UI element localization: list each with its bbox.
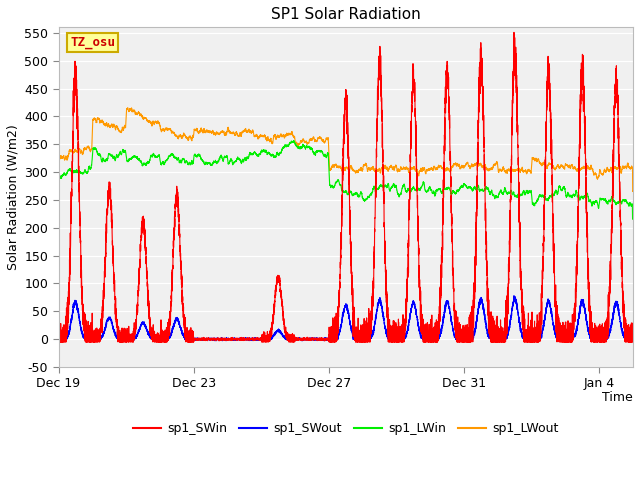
sp1_LWout xyxy=(407,165,415,171)
Text: Time: Time xyxy=(602,391,633,404)
sp1_SWin xyxy=(312,336,319,341)
sp1_LWin xyxy=(629,216,637,221)
sp1_LWin xyxy=(54,172,62,178)
Line: sp1_SWin: sp1_SWin xyxy=(58,32,633,342)
sp1_LWin xyxy=(181,159,189,165)
sp1_SWin xyxy=(629,336,637,341)
sp1_SWout xyxy=(182,338,189,344)
sp1_SWout xyxy=(510,293,518,299)
sp1_SWin xyxy=(54,332,62,338)
sp1_SWout xyxy=(54,336,62,341)
sp1_LWin xyxy=(312,152,319,158)
Line: sp1_LWout: sp1_LWout xyxy=(58,108,633,192)
sp1_LWout xyxy=(124,105,132,110)
sp1_SWin xyxy=(510,29,518,35)
sp1_LWout xyxy=(312,138,319,144)
sp1_LWin xyxy=(629,216,637,222)
sp1_SWin xyxy=(55,339,63,345)
sp1_LWout xyxy=(516,168,524,174)
sp1_SWin xyxy=(407,128,415,133)
sp1_LWout xyxy=(629,188,637,194)
sp1_SWout xyxy=(516,324,524,329)
Title: SP1 Solar Radiation: SP1 Solar Radiation xyxy=(271,7,420,22)
sp1_LWin xyxy=(290,138,298,144)
sp1_LWout xyxy=(629,188,637,194)
sp1_SWout xyxy=(62,336,70,341)
sp1_LWin xyxy=(62,172,70,178)
sp1_SWout xyxy=(407,307,415,313)
Text: TZ_osu: TZ_osu xyxy=(70,36,115,49)
sp1_SWout xyxy=(312,336,319,341)
sp1_SWin xyxy=(181,322,189,327)
sp1_LWout xyxy=(62,154,70,160)
Legend: sp1_SWin, sp1_SWout, sp1_LWin, sp1_LWout: sp1_SWin, sp1_SWout, sp1_LWin, sp1_LWout xyxy=(128,418,563,440)
sp1_SWin xyxy=(516,245,524,251)
sp1_LWin xyxy=(516,192,524,198)
sp1_LWout xyxy=(181,132,189,138)
sp1_LWout xyxy=(629,189,637,194)
sp1_SWout xyxy=(629,336,637,342)
Line: sp1_LWin: sp1_LWin xyxy=(58,141,633,219)
Line: sp1_SWout: sp1_SWout xyxy=(58,296,633,341)
sp1_LWin xyxy=(407,188,415,194)
sp1_SWin xyxy=(629,336,637,342)
sp1_SWout xyxy=(181,335,189,340)
Y-axis label: Solar Radiation (W/m2): Solar Radiation (W/m2) xyxy=(7,124,20,270)
sp1_SWout xyxy=(629,336,637,341)
sp1_SWin xyxy=(62,337,70,343)
sp1_LWout xyxy=(54,153,62,158)
